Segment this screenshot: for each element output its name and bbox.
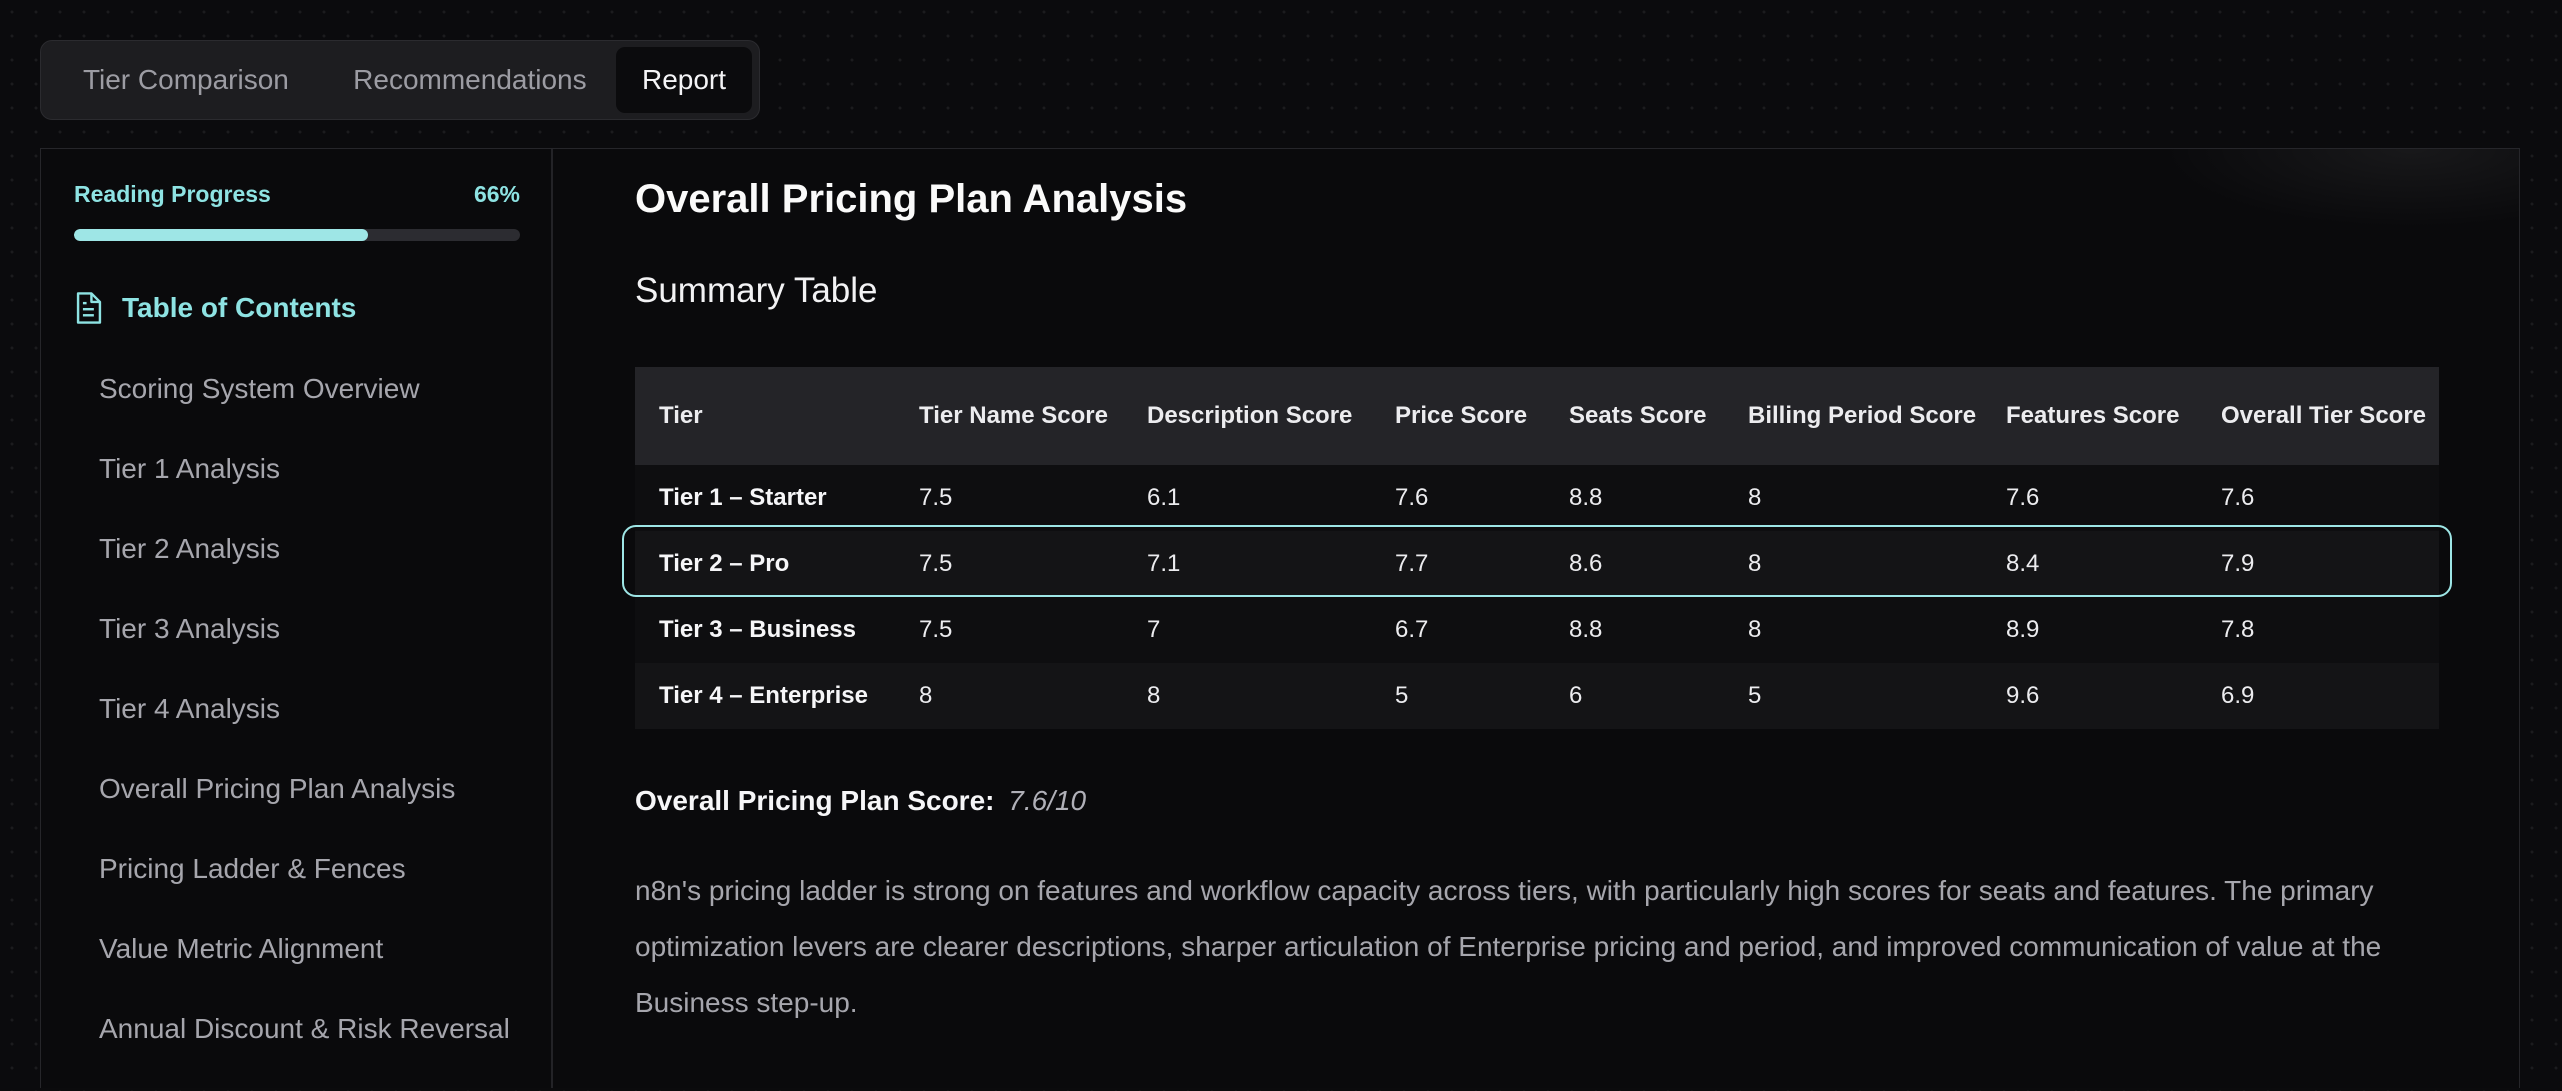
table-cell: 9.6 [1982, 663, 2197, 729]
table-header-row: Tier Tier Name Score Description Score P… [635, 367, 2439, 465]
table-cell: 8.9 [1982, 597, 2197, 663]
table-cell: 5 [1724, 663, 1982, 729]
table-cell: 6.7 [1371, 597, 1545, 663]
toc-item-scoring-system-overview[interactable]: Scoring System Overview [99, 373, 420, 404]
table-cell-tier: Tier 1 – Starter [635, 465, 895, 531]
table-cell: 8 [1123, 663, 1371, 729]
toc-item-annual-discount-risk-reversal[interactable]: Annual Discount & Risk Reversal [99, 1013, 510, 1044]
table-cell: 6.1 [1123, 465, 1371, 531]
toc-list: Scoring System Overview Tier 1 Analysis … [99, 371, 519, 1091]
table-row: Tier 1 – Starter 7.5 6.1 7.6 8.8 8 7.6 7… [635, 465, 2439, 531]
table-header-cell: Description Score [1123, 367, 1371, 465]
overall-score-value: 7.6/10 [1008, 785, 1087, 816]
table-header-cell: Tier Name Score [895, 367, 1123, 465]
table-header-cell: Billing Period Score [1724, 367, 1982, 465]
table-cell: 7.5 [895, 531, 1123, 597]
table-cell: 8.8 [1545, 465, 1724, 531]
table-cell: 7.9 [2197, 531, 2439, 597]
page-title: Overall Pricing Plan Analysis [635, 177, 1188, 221]
toc-title: Table of Contents [122, 292, 357, 323]
overall-score-label: Overall Pricing Plan Score: [635, 785, 995, 816]
document-icon [76, 292, 102, 324]
table-header-cell: Overall Tier Score [2197, 367, 2439, 465]
sidebar: Reading Progress 66% Table of Contents S… [41, 149, 553, 1088]
table-cell: 8.6 [1545, 531, 1724, 597]
tab-tier-comparison[interactable]: Tier Comparison [82, 64, 289, 95]
table-cell: 6.9 [2197, 663, 2439, 729]
table-cell: 7.5 [895, 465, 1123, 531]
table-cell: 8.4 [1982, 531, 2197, 597]
table-cell: 7.5 [895, 597, 1123, 663]
table-cell: 7.8 [2197, 597, 2439, 663]
table-header-cell: Seats Score [1545, 367, 1724, 465]
toc-item-tier-3-analysis[interactable]: Tier 3 Analysis [99, 613, 281, 644]
table-cell: 8.8 [1545, 597, 1724, 663]
table-cell-tier: Tier 2 – Pro [635, 531, 895, 597]
table-header-cell: Tier [635, 367, 895, 465]
summary-paragraph: n8n's pricing ladder is strong on featur… [635, 875, 2382, 1018]
reading-progress-percent: 66% [473, 181, 520, 207]
toc-item-overall-pricing-plan-analysis[interactable]: Overall Pricing Plan Analysis [99, 773, 456, 804]
table-row: Tier 4 – Enterprise 8 8 5 6 5 9.6 6.9 [635, 663, 2439, 729]
table-cell: 7 [1123, 597, 1371, 663]
table-header-cell: Features Score [1982, 367, 2197, 465]
table-cell-tier: Tier 4 – Enterprise [635, 663, 895, 729]
table-cell: 8 [895, 663, 1123, 729]
tab-recommendations[interactable]: Recommendations [353, 64, 587, 95]
table-cell: 7.6 [1982, 465, 2197, 531]
reading-progress-fill [74, 229, 369, 241]
decorative-glow [2159, 149, 2519, 229]
toc-item-tier-2-analysis[interactable]: Tier 2 Analysis [99, 533, 281, 564]
overall-score: Overall Pricing Plan Score: 7.6/10 [635, 785, 1086, 817]
report-panel: Reading Progress 66% Table of Contents S… [40, 148, 2520, 1088]
reading-progress-label: Reading Progress [74, 181, 271, 207]
table-cell: 7.6 [2197, 465, 2439, 531]
table-cell: 8 [1724, 531, 1982, 597]
table-cell: 7.7 [1371, 531, 1545, 597]
table-cell: 7.1 [1123, 531, 1371, 597]
toc-item-value-metric-alignment[interactable]: Value Metric Alignment [99, 933, 384, 964]
table-row: Tier 3 – Business 7.5 7 6.7 8.8 8 8.9 7.… [635, 597, 2439, 663]
table-row-highlighted: Tier 2 – Pro 7.5 7.1 7.7 8.6 8 8.4 7.9 [635, 531, 2439, 597]
reading-progress-header: Reading Progress 66% [74, 181, 520, 208]
table-header-cell: Price Score [1371, 367, 1545, 465]
toc-header: Table of Contents [74, 291, 356, 325]
table-cell: 5 [1371, 663, 1545, 729]
toc-item-tier-1-analysis[interactable]: Tier 1 Analysis [99, 453, 281, 484]
toc-item-pricing-ladder-fences[interactable]: Pricing Ladder & Fences [99, 853, 406, 884]
table-cell: 8 [1724, 465, 1982, 531]
toc-item-tier-4-analysis[interactable]: Tier 4 Analysis [99, 693, 281, 724]
table-cell-tier: Tier 3 – Business [635, 597, 895, 663]
summary-table: Tier Tier Name Score Description Score P… [635, 367, 2439, 729]
tab-report[interactable]: Report [616, 47, 752, 113]
table-cell: 8 [1724, 597, 1982, 663]
section-title: Summary Table [635, 271, 878, 310]
table-cell: 7.6 [1371, 465, 1545, 531]
table-cell: 6 [1545, 663, 1724, 729]
reading-progress-bar [74, 229, 520, 241]
tab-bar: Tier Comparison Recommendations Report [40, 40, 760, 120]
